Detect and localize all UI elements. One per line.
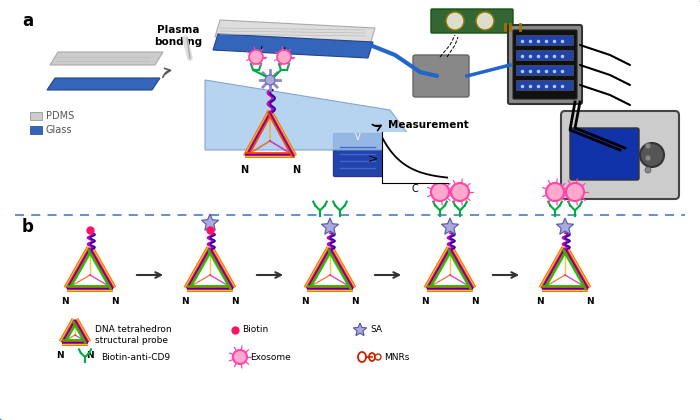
- Polygon shape: [354, 323, 367, 336]
- Text: N: N: [301, 297, 309, 306]
- FancyBboxPatch shape: [431, 9, 513, 33]
- Text: MNRs: MNRs: [384, 352, 409, 362]
- FancyBboxPatch shape: [30, 112, 42, 120]
- Polygon shape: [556, 218, 573, 234]
- Text: N: N: [292, 165, 300, 176]
- Text: N: N: [351, 297, 359, 306]
- Circle shape: [645, 167, 651, 173]
- Text: N: N: [61, 297, 69, 306]
- Text: N: N: [240, 165, 248, 176]
- Text: Biotin: Biotin: [242, 326, 268, 334]
- Text: Plasma
bonding: Plasma bonding: [154, 25, 202, 47]
- Text: N: N: [587, 297, 594, 306]
- Text: PDMS: PDMS: [46, 111, 74, 121]
- Circle shape: [277, 50, 291, 64]
- FancyBboxPatch shape: [517, 50, 573, 60]
- Circle shape: [476, 12, 494, 30]
- Circle shape: [446, 12, 464, 30]
- Polygon shape: [442, 218, 458, 234]
- FancyBboxPatch shape: [513, 30, 577, 99]
- Polygon shape: [205, 80, 420, 150]
- Text: V: V: [355, 133, 361, 142]
- FancyBboxPatch shape: [413, 55, 469, 97]
- Polygon shape: [321, 218, 339, 234]
- Text: a: a: [22, 12, 33, 30]
- X-axis label: C: C: [412, 184, 418, 194]
- FancyBboxPatch shape: [333, 134, 384, 176]
- Circle shape: [645, 143, 651, 149]
- Text: Exosome: Exosome: [250, 352, 290, 362]
- FancyBboxPatch shape: [570, 128, 639, 180]
- FancyBboxPatch shape: [561, 111, 679, 199]
- Text: N: N: [421, 297, 428, 306]
- Circle shape: [249, 50, 263, 64]
- Text: N: N: [56, 351, 64, 360]
- FancyBboxPatch shape: [517, 66, 573, 76]
- Polygon shape: [202, 214, 218, 230]
- FancyBboxPatch shape: [508, 25, 582, 104]
- Text: DNA tetrahedron
structural probe: DNA tetrahedron structural probe: [95, 326, 172, 345]
- Circle shape: [375, 354, 381, 360]
- Polygon shape: [47, 78, 160, 90]
- Circle shape: [645, 155, 651, 161]
- Polygon shape: [215, 20, 375, 45]
- Circle shape: [640, 143, 664, 167]
- Circle shape: [451, 183, 469, 201]
- Text: Glass: Glass: [46, 125, 73, 135]
- Polygon shape: [50, 52, 163, 65]
- Text: N: N: [231, 297, 239, 306]
- Circle shape: [431, 183, 449, 201]
- Text: Measurement: Measurement: [388, 120, 469, 130]
- Circle shape: [546, 183, 564, 201]
- Text: N: N: [181, 297, 189, 306]
- FancyBboxPatch shape: [517, 81, 573, 90]
- FancyBboxPatch shape: [30, 126, 42, 134]
- Circle shape: [265, 75, 275, 85]
- Y-axis label: V: V: [370, 154, 380, 161]
- Text: b: b: [22, 218, 34, 236]
- Polygon shape: [213, 34, 373, 58]
- Circle shape: [233, 350, 247, 364]
- Text: N: N: [471, 297, 479, 306]
- Text: Biotin-anti-CD9: Biotin-anti-CD9: [101, 352, 170, 362]
- Circle shape: [566, 183, 584, 201]
- Text: N: N: [536, 297, 544, 306]
- Text: SA: SA: [370, 326, 382, 334]
- Text: N: N: [111, 297, 119, 306]
- FancyBboxPatch shape: [517, 36, 573, 45]
- Text: N: N: [86, 351, 94, 360]
